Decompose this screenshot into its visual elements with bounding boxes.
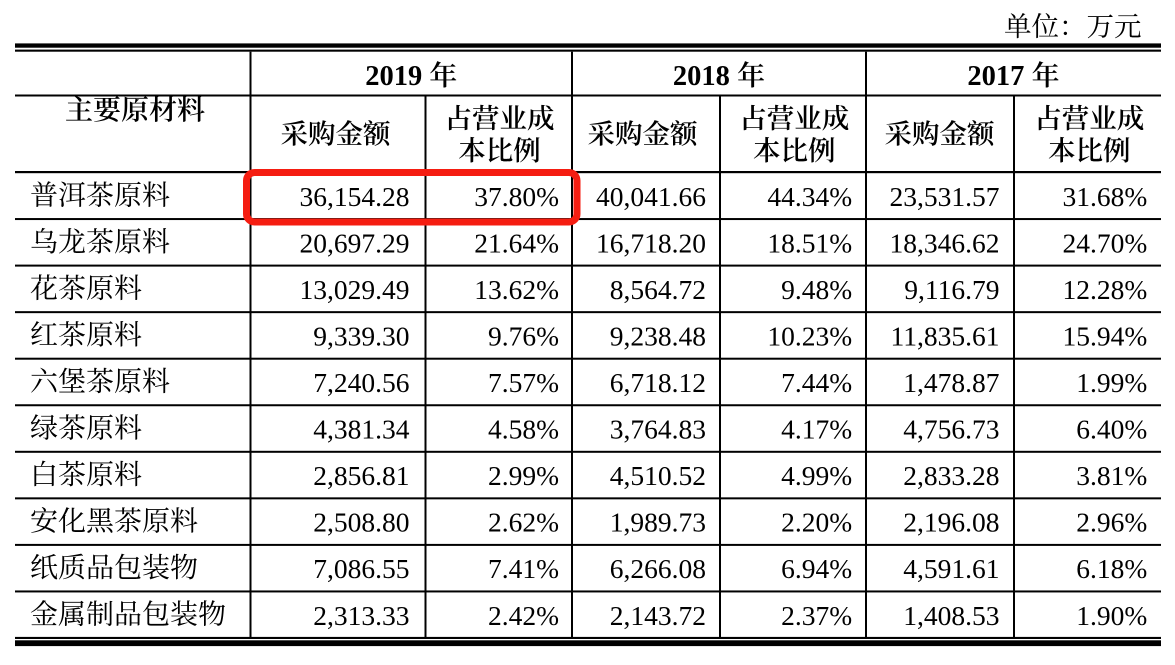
svg-text:1,478.87: 1,478.87 [903, 367, 999, 398]
svg-text:6.94%: 6.94% [781, 553, 852, 584]
svg-text:4,381.34: 4,381.34 [313, 414, 410, 445]
svg-text:7.41%: 7.41% [488, 553, 559, 584]
svg-text:2019: 2019 [365, 61, 422, 92]
svg-text:31.68%: 31.68% [1063, 181, 1148, 212]
svg-text:36,154.28: 36,154.28 [300, 181, 410, 212]
svg-text:3,764.83: 3,764.83 [610, 414, 706, 445]
svg-text:2,856.81: 2,856.81 [313, 460, 409, 491]
svg-text:9.48%: 9.48% [781, 274, 852, 305]
svg-text:2,833.28: 2,833.28 [903, 460, 999, 491]
svg-text:6.40%: 6.40% [1076, 414, 1147, 445]
svg-text:2,143.72: 2,143.72 [610, 600, 706, 631]
svg-text:1.99%: 1.99% [1076, 367, 1147, 398]
svg-text:15.94%: 15.94% [1063, 320, 1148, 351]
svg-text:2.42%: 2.42% [488, 600, 559, 631]
svg-text:13,029.49: 13,029.49 [300, 274, 410, 305]
svg-text:9,238.48: 9,238.48 [610, 320, 706, 351]
svg-text:20,697.29: 20,697.29 [300, 227, 410, 258]
svg-text:2.20%: 2.20% [781, 507, 852, 538]
svg-text:24.70%: 24.70% [1063, 227, 1148, 258]
svg-text:7.44%: 7.44% [781, 367, 852, 398]
svg-text:10.23%: 10.23% [767, 320, 852, 351]
svg-text:40,041.66: 40,041.66 [596, 181, 706, 212]
svg-text:8,564.72: 8,564.72 [610, 274, 706, 305]
svg-text:9,116.79: 9,116.79 [904, 274, 999, 305]
svg-text:18,346.62: 18,346.62 [890, 227, 1000, 258]
svg-text:2017: 2017 [967, 61, 1024, 92]
svg-text:11,835.61: 11,835.61 [891, 320, 1000, 351]
svg-text:4.58%: 4.58% [488, 414, 559, 445]
svg-text:37.80%: 37.80% [474, 181, 559, 212]
svg-text:6,718.12: 6,718.12 [610, 367, 706, 398]
svg-text:4.17%: 4.17% [781, 414, 852, 445]
svg-text:1,989.73: 1,989.73 [610, 507, 706, 538]
svg-text:6.18%: 6.18% [1076, 553, 1147, 584]
svg-text:12.28%: 12.28% [1063, 274, 1148, 305]
svg-text:4,510.52: 4,510.52 [610, 460, 706, 491]
svg-text:4.99%: 4.99% [781, 460, 852, 491]
svg-text:21.64%: 21.64% [474, 227, 559, 258]
svg-text:18.51%: 18.51% [767, 227, 852, 258]
svg-text:23,531.57: 23,531.57 [890, 181, 1000, 212]
svg-text:2.37%: 2.37% [781, 600, 852, 631]
svg-text:2,196.08: 2,196.08 [903, 507, 999, 538]
svg-text:44.34%: 44.34% [767, 181, 852, 212]
svg-text:6,266.08: 6,266.08 [610, 553, 706, 584]
svg-text:9,339.30: 9,339.30 [313, 320, 409, 351]
svg-text:2018: 2018 [673, 61, 730, 92]
svg-text:4,756.73: 4,756.73 [903, 414, 999, 445]
svg-text:7,086.55: 7,086.55 [313, 553, 409, 584]
svg-text:7,240.56: 7,240.56 [313, 367, 409, 398]
svg-text:1,408.53: 1,408.53 [903, 600, 999, 631]
svg-text:16,718.20: 16,718.20 [596, 227, 706, 258]
svg-text:1.90%: 1.90% [1076, 600, 1147, 631]
svg-text:2,313.33: 2,313.33 [313, 600, 409, 631]
svg-text:13.62%: 13.62% [474, 274, 559, 305]
svg-text:2,508.80: 2,508.80 [313, 507, 409, 538]
svg-text:7.57%: 7.57% [488, 367, 559, 398]
svg-text:3.81%: 3.81% [1076, 460, 1147, 491]
svg-text:4,591.61: 4,591.61 [903, 553, 999, 584]
svg-text:2.62%: 2.62% [488, 507, 559, 538]
svg-text:2.99%: 2.99% [488, 460, 559, 491]
svg-text:2.96%: 2.96% [1076, 507, 1147, 538]
svg-text:9.76%: 9.76% [488, 320, 559, 351]
